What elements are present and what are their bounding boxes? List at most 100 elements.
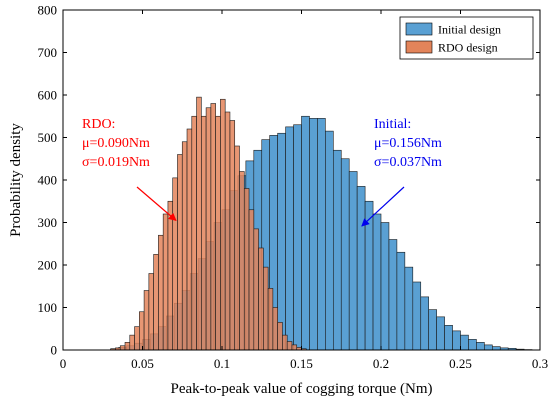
bar (134, 326, 140, 351)
bar (356, 186, 366, 351)
bar (286, 341, 293, 351)
bar (309, 118, 318, 351)
bar (267, 288, 274, 351)
annotation-initial: Initial: μ=0.156Nm σ=0.037Nm (361, 117, 442, 227)
bar (210, 103, 216, 351)
bar (282, 334, 288, 351)
y-axis-title: Probability density (8, 123, 24, 237)
x-tick-label: 0.15 (290, 356, 313, 371)
bar (317, 118, 326, 351)
bar (460, 334, 469, 351)
bar (243, 188, 250, 351)
legend: Initial design RDO design (399, 16, 534, 60)
bar (181, 141, 188, 351)
bar (428, 309, 437, 351)
bar (263, 266, 269, 351)
bar (380, 222, 390, 351)
bar (139, 311, 145, 351)
y-tick-label: 0 (51, 343, 58, 358)
bar (119, 345, 126, 351)
bar (452, 330, 461, 351)
bar (215, 115, 221, 351)
y-tick-label: 200 (38, 258, 58, 273)
bar (258, 247, 264, 351)
annotation-rdo-std: σ=0.019Nm (82, 155, 150, 170)
bar (388, 239, 398, 351)
bar (412, 281, 422, 351)
bar (229, 120, 236, 351)
bar (372, 213, 382, 351)
bar (196, 96, 202, 351)
y-tick-label: 600 (38, 88, 58, 103)
y-tick-label: 300 (38, 215, 58, 230)
bar (148, 273, 154, 351)
bar (234, 145, 240, 351)
annotation-initial-mean: μ=0.156Nm (374, 136, 442, 151)
bar (277, 132, 286, 351)
bar (201, 115, 207, 351)
x-tick-label: 0.25 (449, 356, 472, 371)
y-tick-label: 700 (38, 45, 58, 60)
bar (191, 115, 197, 351)
bar (332, 149, 342, 351)
legend-label-initial: Initial design (438, 23, 501, 37)
bar (177, 154, 183, 351)
bar (143, 290, 150, 351)
y-tick-label: 100 (38, 300, 58, 315)
bar (436, 316, 445, 351)
bar (476, 342, 485, 351)
bar (484, 344, 493, 351)
annotation-initial-title: Initial: (374, 117, 411, 132)
bar (220, 98, 226, 351)
bar (420, 296, 429, 351)
bar (301, 115, 310, 351)
bar (167, 200, 174, 351)
legend-label-rdo: RDO design (438, 41, 498, 55)
bar (172, 177, 178, 351)
bar (277, 322, 283, 351)
bar (239, 171, 245, 351)
bar (293, 124, 302, 351)
bar (325, 130, 334, 351)
bar (340, 158, 350, 351)
bar (253, 228, 259, 351)
bar (396, 251, 406, 351)
bar (248, 209, 255, 351)
bar (186, 128, 193, 351)
bar (153, 254, 159, 351)
annotation-initial-std: σ=0.037Nm (374, 155, 442, 170)
legend-swatch-initial (405, 22, 433, 36)
bar (468, 339, 477, 351)
bar (272, 307, 278, 351)
x-tick-label: 0.3 (532, 356, 548, 371)
y-axis: 0 100 200 300 400 500 600 700 800 (38, 3, 540, 358)
x-tick-label: 0.1 (214, 356, 230, 371)
bar (291, 344, 298, 351)
bar (404, 266, 414, 351)
bar (224, 111, 231, 351)
y-tick-label: 800 (38, 3, 58, 18)
bar (162, 213, 169, 351)
bar (124, 342, 131, 351)
annotation-rdo-arrow (136, 186, 177, 222)
bar (205, 107, 212, 351)
x-tick-label: 0 (60, 356, 67, 371)
annotation-rdo-title: RDO: (82, 117, 115, 132)
bar (285, 126, 294, 351)
x-tick-label: 0.2 (373, 356, 389, 371)
x-axis-title: Peak-to-peak value of cogging torque (Nm… (171, 381, 433, 397)
annotation-rdo-mean: μ=0.090Nm (82, 136, 150, 151)
y-tick-label: 500 (38, 130, 58, 145)
bar (491, 346, 501, 351)
bar (364, 200, 374, 351)
legend-swatch-rdo (405, 40, 433, 54)
x-tick-label: 0.05 (131, 356, 154, 371)
bar (444, 325, 453, 351)
y-tick-label: 400 (38, 173, 58, 188)
bar (129, 334, 135, 351)
bar (348, 171, 358, 351)
x-axis: 0 0.05 0.1 0.15 0.2 0.25 0.3 (60, 10, 548, 371)
annotation-rdo: RDO: μ=0.090Nm σ=0.019Nm (82, 117, 177, 222)
